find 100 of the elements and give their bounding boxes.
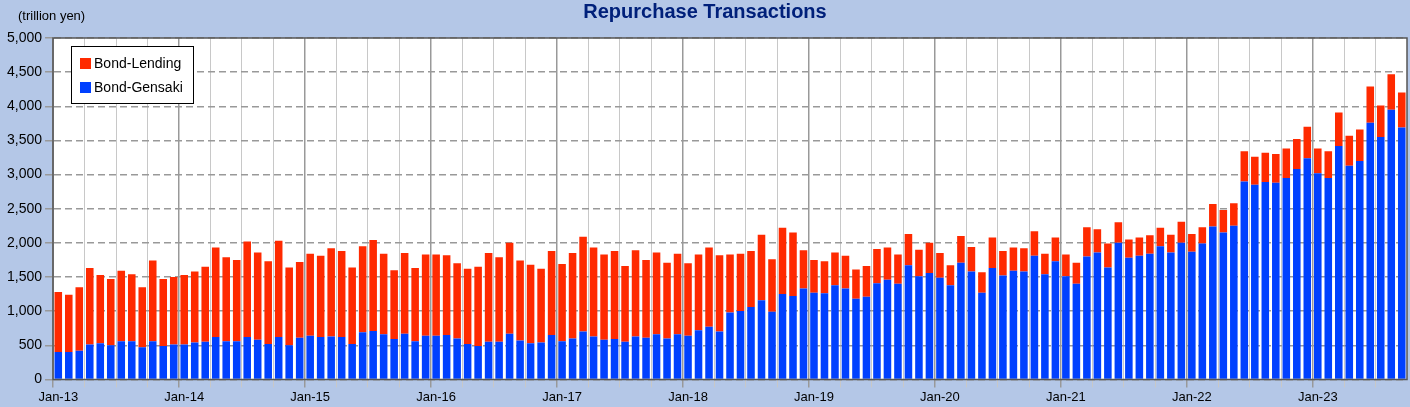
bar: [442, 255, 451, 336]
bar: [1114, 242, 1123, 379]
bar: [1062, 276, 1070, 379]
bar: [736, 253, 745, 312]
bar: [1387, 109, 1396, 379]
bar: [999, 251, 1007, 276]
bar: [841, 288, 850, 379]
bar: [1041, 253, 1049, 275]
bar: [810, 259, 818, 293]
bar: [379, 334, 388, 379]
bar: [243, 337, 251, 379]
bar: [463, 268, 472, 344]
bar: [526, 264, 535, 344]
bar: [799, 288, 808, 379]
x-tick-label: Jan-13: [38, 388, 79, 404]
bar: [726, 254, 734, 313]
y-tick-label: 3,000: [6, 165, 43, 182]
bar: [1293, 169, 1301, 379]
bar: [684, 335, 692, 379]
bar: [327, 336, 335, 379]
bar: [957, 262, 965, 379]
bar: [1030, 231, 1039, 256]
bar: [988, 237, 997, 269]
bar: [1314, 148, 1322, 174]
bar: [117, 341, 126, 379]
bar: [1387, 74, 1396, 110]
bar: [946, 265, 955, 286]
bar: [915, 276, 923, 379]
bar: [390, 270, 398, 340]
bar: [736, 311, 745, 379]
bar: [1324, 151, 1333, 178]
bar: [610, 339, 619, 379]
y-tick-label: 2,000: [6, 233, 43, 250]
bar: [663, 338, 671, 379]
bar: [967, 246, 976, 272]
bar: [652, 252, 661, 335]
bar: [316, 337, 325, 379]
bar: [306, 253, 314, 336]
bar: [1261, 152, 1270, 183]
bar: [85, 268, 94, 345]
bar: [274, 337, 283, 379]
bar: [1030, 255, 1039, 379]
bar: [1335, 145, 1343, 379]
bar: [600, 254, 608, 340]
bar: [232, 259, 241, 342]
bar: [54, 352, 63, 379]
bar: [442, 335, 451, 379]
bar: [127, 274, 136, 342]
bar: [1345, 135, 1354, 166]
bar: [1303, 126, 1312, 159]
bar: [1303, 158, 1312, 379]
bar: [327, 248, 335, 337]
bar: [138, 287, 147, 348]
bar: [547, 251, 556, 336]
x-tick-label: Jan-20: [920, 388, 960, 404]
bar: [936, 253, 944, 278]
bar: [400, 253, 409, 334]
y-tick-label: 0: [34, 370, 43, 387]
bar: [1135, 255, 1144, 379]
bar: [957, 236, 965, 263]
bar: [778, 294, 787, 379]
bar: [75, 350, 84, 379]
bar: [358, 246, 367, 333]
bar: [358, 332, 367, 379]
bar: [1188, 251, 1196, 379]
bar: [337, 337, 346, 379]
x-tick-label: Jan-18: [668, 388, 708, 404]
x-tick-label: Jan-19: [794, 388, 834, 404]
x-tick-label: Jan-15: [290, 388, 331, 404]
bar: [495, 341, 503, 379]
bar: [1072, 262, 1081, 284]
bar: [925, 242, 934, 273]
bar: [505, 242, 514, 334]
bar: [1135, 237, 1144, 256]
bar: [253, 252, 262, 340]
bar: [1177, 221, 1186, 243]
bar: [484, 341, 493, 379]
bar: [873, 283, 881, 379]
bar: [904, 233, 913, 266]
bar: [1335, 112, 1343, 146]
bar: [1167, 234, 1175, 253]
bar: [1272, 154, 1280, 183]
bar: [211, 337, 220, 379]
bar: [516, 260, 524, 341]
bar: [1020, 271, 1028, 379]
bar: [190, 342, 199, 379]
bar: [579, 331, 587, 379]
bar: [715, 331, 724, 379]
bar: [1093, 252, 1102, 379]
bar: [484, 253, 493, 342]
bar: [1240, 151, 1249, 182]
bar: [778, 227, 787, 295]
bar: [285, 345, 293, 379]
bar: [1188, 233, 1196, 252]
bar: [1146, 235, 1154, 254]
bar: [925, 272, 934, 379]
bar: [1293, 139, 1301, 170]
bar: [873, 248, 881, 284]
y-tick-label: 1,500: [6, 267, 43, 284]
bar: [369, 330, 377, 379]
